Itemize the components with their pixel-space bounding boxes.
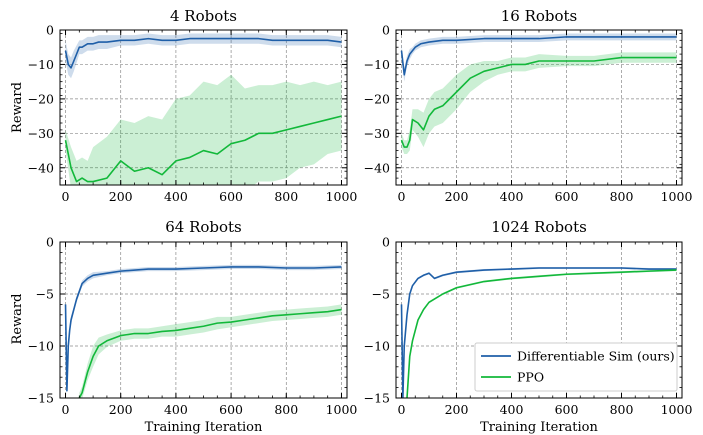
x-tick-label: 600 [219, 402, 243, 417]
series-line [400, 36, 677, 76]
y-tick-label: −40 [364, 160, 390, 175]
x-tick-label: 400 [164, 189, 188, 204]
y-tick-label: −40 [28, 160, 54, 175]
y-axis-label: Reward [10, 82, 25, 133]
y-tick-label: −20 [364, 91, 390, 106]
y-tick-label: 0 [382, 23, 390, 38]
series-group [64, 264, 342, 398]
x-tick-label: 800 [610, 189, 634, 204]
panel-16-robots: 16 Robots 0 200 400 600 800 1000 0 −10 −20 −30 −40 [364, 7, 693, 204]
x-tick-label: 0 [398, 402, 406, 417]
y-axis-label: Reward [10, 294, 25, 345]
series-group [400, 33, 677, 155]
x-tick-label: 800 [274, 189, 298, 204]
y-tick-label: −5 [36, 287, 54, 302]
y-tick-label: −30 [364, 126, 390, 141]
legend-box [474, 342, 678, 392]
x-tick-label: 1000 [326, 402, 358, 417]
legend: Differentiable Sim (ours) PPO [474, 342, 678, 392]
x-tick-label: 600 [555, 402, 579, 417]
panel-64-robots: 64 Robots Reward Training Iteration 0 200… [10, 218, 357, 435]
panel-1024-robots: 1024 Robots Training Iteration 0 200 400 60… [364, 218, 693, 435]
series-line [64, 115, 342, 183]
x-tick-label: 400 [164, 402, 188, 417]
confidence-band [65, 33, 342, 79]
y-tick-label: −5 [372, 287, 390, 302]
x-tick-label: 1000 [661, 402, 693, 417]
x-tick-label: 200 [445, 402, 469, 417]
x-tick-label: 600 [555, 189, 579, 204]
series-line [406, 269, 677, 398]
y-tick-label: −10 [364, 339, 390, 354]
series-line [400, 267, 677, 398]
x-tick-label: 200 [109, 189, 133, 204]
plot-area: 0 200 400 600 800 1000 0 −5 −10 −15 [28, 235, 358, 418]
x-tick-label: 800 [274, 402, 298, 417]
y-tick-label: 0 [382, 235, 390, 250]
y-tick-label: −30 [28, 126, 54, 141]
confidence-band [401, 52, 677, 155]
y-tick-label: 0 [46, 235, 54, 250]
x-tick-label: 800 [610, 402, 634, 417]
legend-label-diffsim: Differentiable Sim (ours) [517, 349, 675, 364]
series-line [64, 37, 342, 69]
confidence-band [401, 33, 677, 82]
series-group [400, 266, 677, 398]
y-tick-label: −10 [364, 57, 390, 72]
x-tick-label: 400 [500, 189, 524, 204]
x-tick-label: 1000 [326, 189, 358, 204]
plot-area: 0 200 400 600 800 1000 0 −5 −10 −15 [364, 235, 693, 418]
panel-title: 1024 Robots [491, 218, 587, 236]
y-tick-label: −10 [28, 57, 54, 72]
legend-label-ppo: PPO [517, 370, 544, 385]
series-group [64, 33, 342, 185]
x-tick-label: 400 [500, 402, 524, 417]
panel-title: 64 Robots [165, 218, 242, 236]
y-tick-label: −20 [28, 91, 54, 106]
panel-4-robots: 4 Robots Reward 0 200 400 600 800 1000 0 −10 −20… [10, 7, 358, 205]
confidence-band [79, 304, 342, 398]
x-axis-label: Training Iteration [145, 420, 263, 435]
panel-title: 16 Robots [501, 7, 578, 25]
confidence-band [65, 264, 342, 396]
series-line [64, 266, 342, 392]
x-tick-label: 0 [62, 402, 70, 417]
x-tick-label: 200 [109, 402, 133, 417]
panel-title: 4 Robots [170, 7, 237, 25]
series-line [78, 308, 342, 398]
x-axis-label: Training Iteration [480, 420, 598, 435]
y-tick-label: −15 [364, 391, 390, 406]
plot-area: 0 200 400 600 800 1000 0 −10 −20 −30 −40 [28, 23, 358, 205]
x-tick-label: 600 [219, 189, 243, 204]
y-tick-label: −10 [28, 339, 54, 354]
x-tick-label: 0 [62, 189, 70, 204]
x-tick-label: 200 [445, 189, 469, 204]
x-tick-label: 0 [398, 189, 406, 204]
plot-area: 0 200 400 600 800 1000 0 −10 −20 −30 −40 [364, 23, 693, 205]
y-tick-label: 0 [46, 23, 54, 38]
confidence-band [65, 74, 342, 185]
x-tick-label: 1000 [661, 189, 693, 204]
y-tick-label: −15 [28, 391, 54, 406]
series-line [400, 56, 677, 148]
